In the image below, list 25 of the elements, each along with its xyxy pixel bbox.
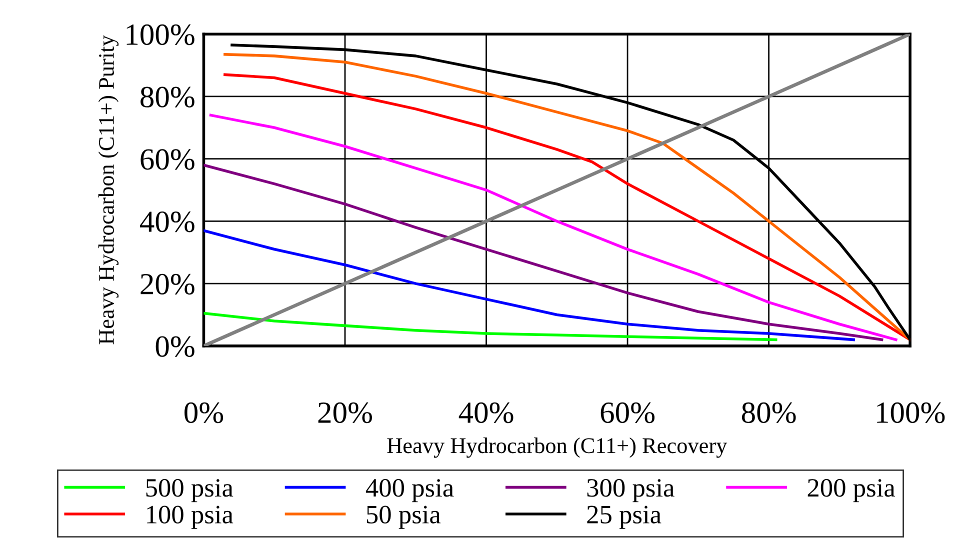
x-tick-label: 0% bbox=[184, 402, 224, 424]
line-series bbox=[204, 312, 778, 342]
y-tick-label: 40% bbox=[140, 211, 194, 232]
y-tick-label: 60% bbox=[140, 149, 194, 170]
y-tick-label: 0% bbox=[156, 336, 194, 357]
legend-label: 200 psia bbox=[808, 478, 896, 502]
y-tick-label: 100% bbox=[126, 24, 194, 46]
line-series bbox=[204, 229, 855, 342]
x-tick-label: 80% bbox=[742, 402, 796, 424]
legend-label: 25 psia bbox=[587, 506, 662, 529]
x-tick-label: 20% bbox=[318, 402, 372, 424]
x-tick-label: 40% bbox=[458, 402, 514, 424]
y-axis-title: Heavy Hydrocarbon (C11+) Purity bbox=[98, 35, 119, 344]
legend-label: 500 psia bbox=[146, 478, 234, 502]
x-axis-title: Heavy Hydrocarbon (C11+) Recovery bbox=[387, 438, 728, 458]
legend-label: 300 psia bbox=[587, 478, 674, 502]
y-tick-label: 20% bbox=[140, 274, 194, 295]
y-tick-label: 80% bbox=[140, 86, 194, 108]
x-tick-label: 60% bbox=[600, 402, 654, 424]
legend-label: 400 psia bbox=[366, 478, 454, 502]
legend-label: 100 psia bbox=[147, 506, 234, 529]
line-series bbox=[204, 164, 884, 342]
line-series bbox=[209, 114, 898, 342]
legend-label: 50 psia bbox=[366, 506, 441, 529]
x-tick-label: 100% bbox=[877, 402, 945, 424]
